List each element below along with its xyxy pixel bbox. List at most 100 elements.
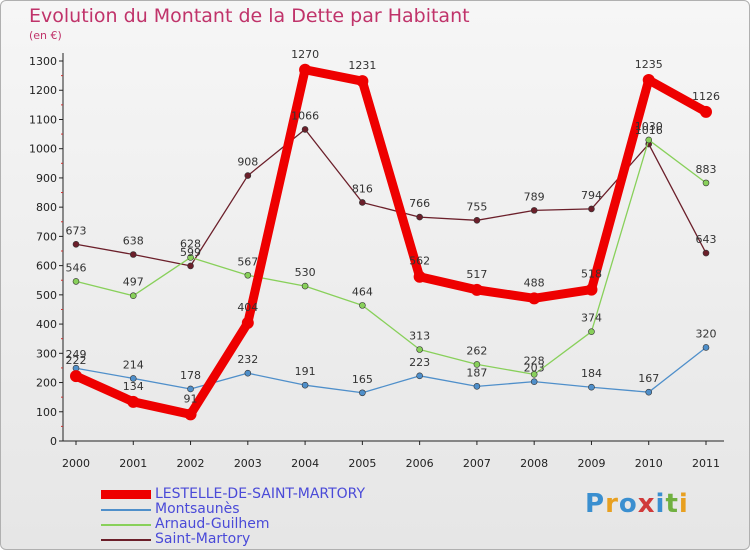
x-tick-label: 2008 bbox=[520, 457, 548, 470]
data-label: 134 bbox=[123, 380, 144, 393]
x-tick-label: 2005 bbox=[348, 457, 376, 470]
data-label: 518 bbox=[581, 268, 602, 281]
series-point-1 bbox=[244, 369, 252, 377]
x-tick-label: 2000 bbox=[62, 457, 90, 470]
series-point-2 bbox=[416, 346, 423, 353]
series-point-1 bbox=[301, 381, 309, 389]
series-point-1 bbox=[129, 375, 137, 382]
logo-letter: o bbox=[618, 489, 638, 519]
data-label: 673 bbox=[66, 224, 87, 237]
data-label: 908 bbox=[237, 156, 258, 169]
x-tick-label: 2007 bbox=[463, 457, 491, 470]
data-label: 497 bbox=[123, 276, 144, 289]
series-point-1 bbox=[702, 344, 710, 351]
series-point-1 bbox=[416, 372, 423, 380]
series-point-1 bbox=[530, 378, 538, 385]
data-label: 1231 bbox=[348, 59, 376, 72]
series-line-1 bbox=[75, 346, 707, 394]
series-point-3 bbox=[702, 249, 710, 257]
axes: 0 100 200 300 400 500 600 700 800 900 1000 1100 1200… bbox=[29, 53, 724, 470]
y-tick-label: 500 bbox=[36, 289, 57, 302]
chart-title: Evolution du Montant de la Dette par Hab… bbox=[29, 5, 470, 27]
legend-label-montsaunes: Montsaunès bbox=[155, 501, 240, 517]
chart-subtitle: (en €) bbox=[29, 29, 62, 42]
series-point-3 bbox=[588, 205, 595, 213]
data-label: 222 bbox=[66, 354, 87, 367]
data-label: 249 bbox=[66, 348, 87, 361]
data-label: 816 bbox=[352, 182, 373, 195]
data-label: 374 bbox=[581, 312, 602, 325]
data-label: 546 bbox=[66, 261, 87, 274]
y-tick-label: 200 bbox=[36, 377, 57, 390]
logo-letter: r bbox=[605, 489, 619, 519]
data-label: 404 bbox=[237, 301, 258, 314]
logo-letter: P bbox=[585, 489, 606, 519]
y-tick-label: 600 bbox=[36, 260, 57, 273]
series-point-0 bbox=[70, 370, 82, 383]
series-point-2 bbox=[530, 371, 538, 378]
y-tick-label: 800 bbox=[36, 201, 57, 214]
logo-letter: x bbox=[637, 489, 656, 519]
y-tick-label: 1000 bbox=[29, 143, 57, 156]
logo-letter: i bbox=[655, 489, 666, 519]
data-label: 766 bbox=[409, 197, 430, 210]
series-point-2 bbox=[72, 278, 80, 285]
series-point-0 bbox=[127, 395, 140, 408]
series-point-3 bbox=[530, 207, 538, 214]
data-label: 1126 bbox=[692, 90, 720, 103]
data-label: 313 bbox=[409, 330, 430, 343]
data-label: 643 bbox=[696, 233, 717, 246]
series-point-2 bbox=[645, 136, 653, 144]
series-point-2 bbox=[129, 292, 137, 300]
data-label: 599 bbox=[180, 246, 201, 259]
data-label: 464 bbox=[352, 285, 373, 298]
legend-swatch-saint-martory bbox=[101, 539, 151, 541]
x-tick-label: 2003 bbox=[234, 457, 262, 470]
series-point-1 bbox=[359, 389, 366, 397]
series-point-0 bbox=[470, 283, 483, 296]
x-tick-label: 2010 bbox=[635, 457, 663, 470]
series-point-0 bbox=[413, 270, 426, 283]
series-point-1 bbox=[588, 383, 595, 391]
series-point-0 bbox=[356, 75, 369, 88]
data-label: 187 bbox=[466, 366, 487, 379]
data-label: 262 bbox=[466, 344, 487, 357]
data-label: 517 bbox=[466, 268, 487, 281]
data-label: 223 bbox=[409, 356, 430, 369]
y-tick-label: 100 bbox=[36, 406, 57, 419]
data-label: 228 bbox=[524, 354, 545, 367]
data-label: 203 bbox=[524, 362, 545, 375]
series-point-3 bbox=[301, 126, 309, 133]
series-point-2 bbox=[588, 328, 595, 335]
series-point-2 bbox=[359, 302, 366, 309]
series-point-2 bbox=[473, 361, 481, 368]
series-point-2 bbox=[702, 179, 710, 187]
series-point-1 bbox=[645, 388, 653, 396]
data-label: 214 bbox=[123, 358, 144, 371]
data-label: 883 bbox=[696, 163, 717, 176]
x-tick-label: 2006 bbox=[406, 457, 434, 470]
series-point-1 bbox=[187, 385, 194, 393]
data-label: 232 bbox=[237, 353, 258, 366]
data-label: 184 bbox=[581, 367, 602, 380]
series-point-0 bbox=[642, 74, 655, 86]
series-line-0 bbox=[71, 65, 711, 419]
proxiti-logo: Proxiti bbox=[585, 489, 689, 519]
series-point-3 bbox=[129, 251, 137, 258]
x-tick-label: 2004 bbox=[291, 457, 319, 470]
series-point-3 bbox=[359, 199, 366, 206]
data-labels-layer: 673 638 599 908 1066 816 766 755 789 794 1016 643 54… bbox=[66, 48, 721, 406]
series-layer bbox=[70, 63, 712, 421]
series-point-2 bbox=[244, 271, 252, 279]
data-label: 530 bbox=[295, 266, 316, 279]
data-label: 165 bbox=[352, 373, 373, 386]
logo-letter: i bbox=[678, 489, 689, 519]
y-tick-label: 1200 bbox=[29, 84, 57, 97]
series-point-3 bbox=[72, 240, 80, 248]
y-tick-label: 1100 bbox=[29, 113, 57, 126]
series-point-2 bbox=[187, 254, 194, 261]
data-label: 1016 bbox=[635, 124, 663, 137]
data-label: 567 bbox=[237, 255, 258, 268]
y-tick-label: 300 bbox=[36, 347, 57, 360]
